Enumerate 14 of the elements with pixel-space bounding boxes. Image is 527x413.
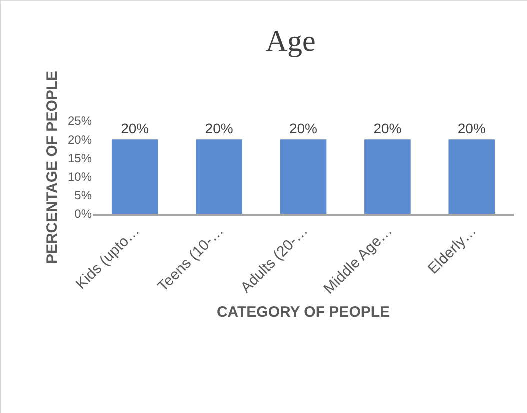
y-tick-label: 10% <box>68 170 92 184</box>
y-tick-label: 5% <box>74 188 92 203</box>
y-tick-label: 20% <box>68 132 92 147</box>
data-label: 20% <box>289 120 318 137</box>
data-label: 20% <box>374 120 402 137</box>
x-axis-title: CATEGORY OF PEOPLE <box>216 304 390 322</box>
data-label: 20% <box>205 120 234 137</box>
y-tick-label: 25% <box>68 114 92 128</box>
y-axis-title: PERCENTAGE OF PEOPLE <box>44 70 62 264</box>
data-label: 20% <box>121 120 150 137</box>
y-tick-label: 15% <box>68 151 92 166</box>
chart-title: Age <box>266 24 316 58</box>
data-label: 20% <box>458 120 486 137</box>
y-tick-label: 0% <box>74 207 92 222</box>
